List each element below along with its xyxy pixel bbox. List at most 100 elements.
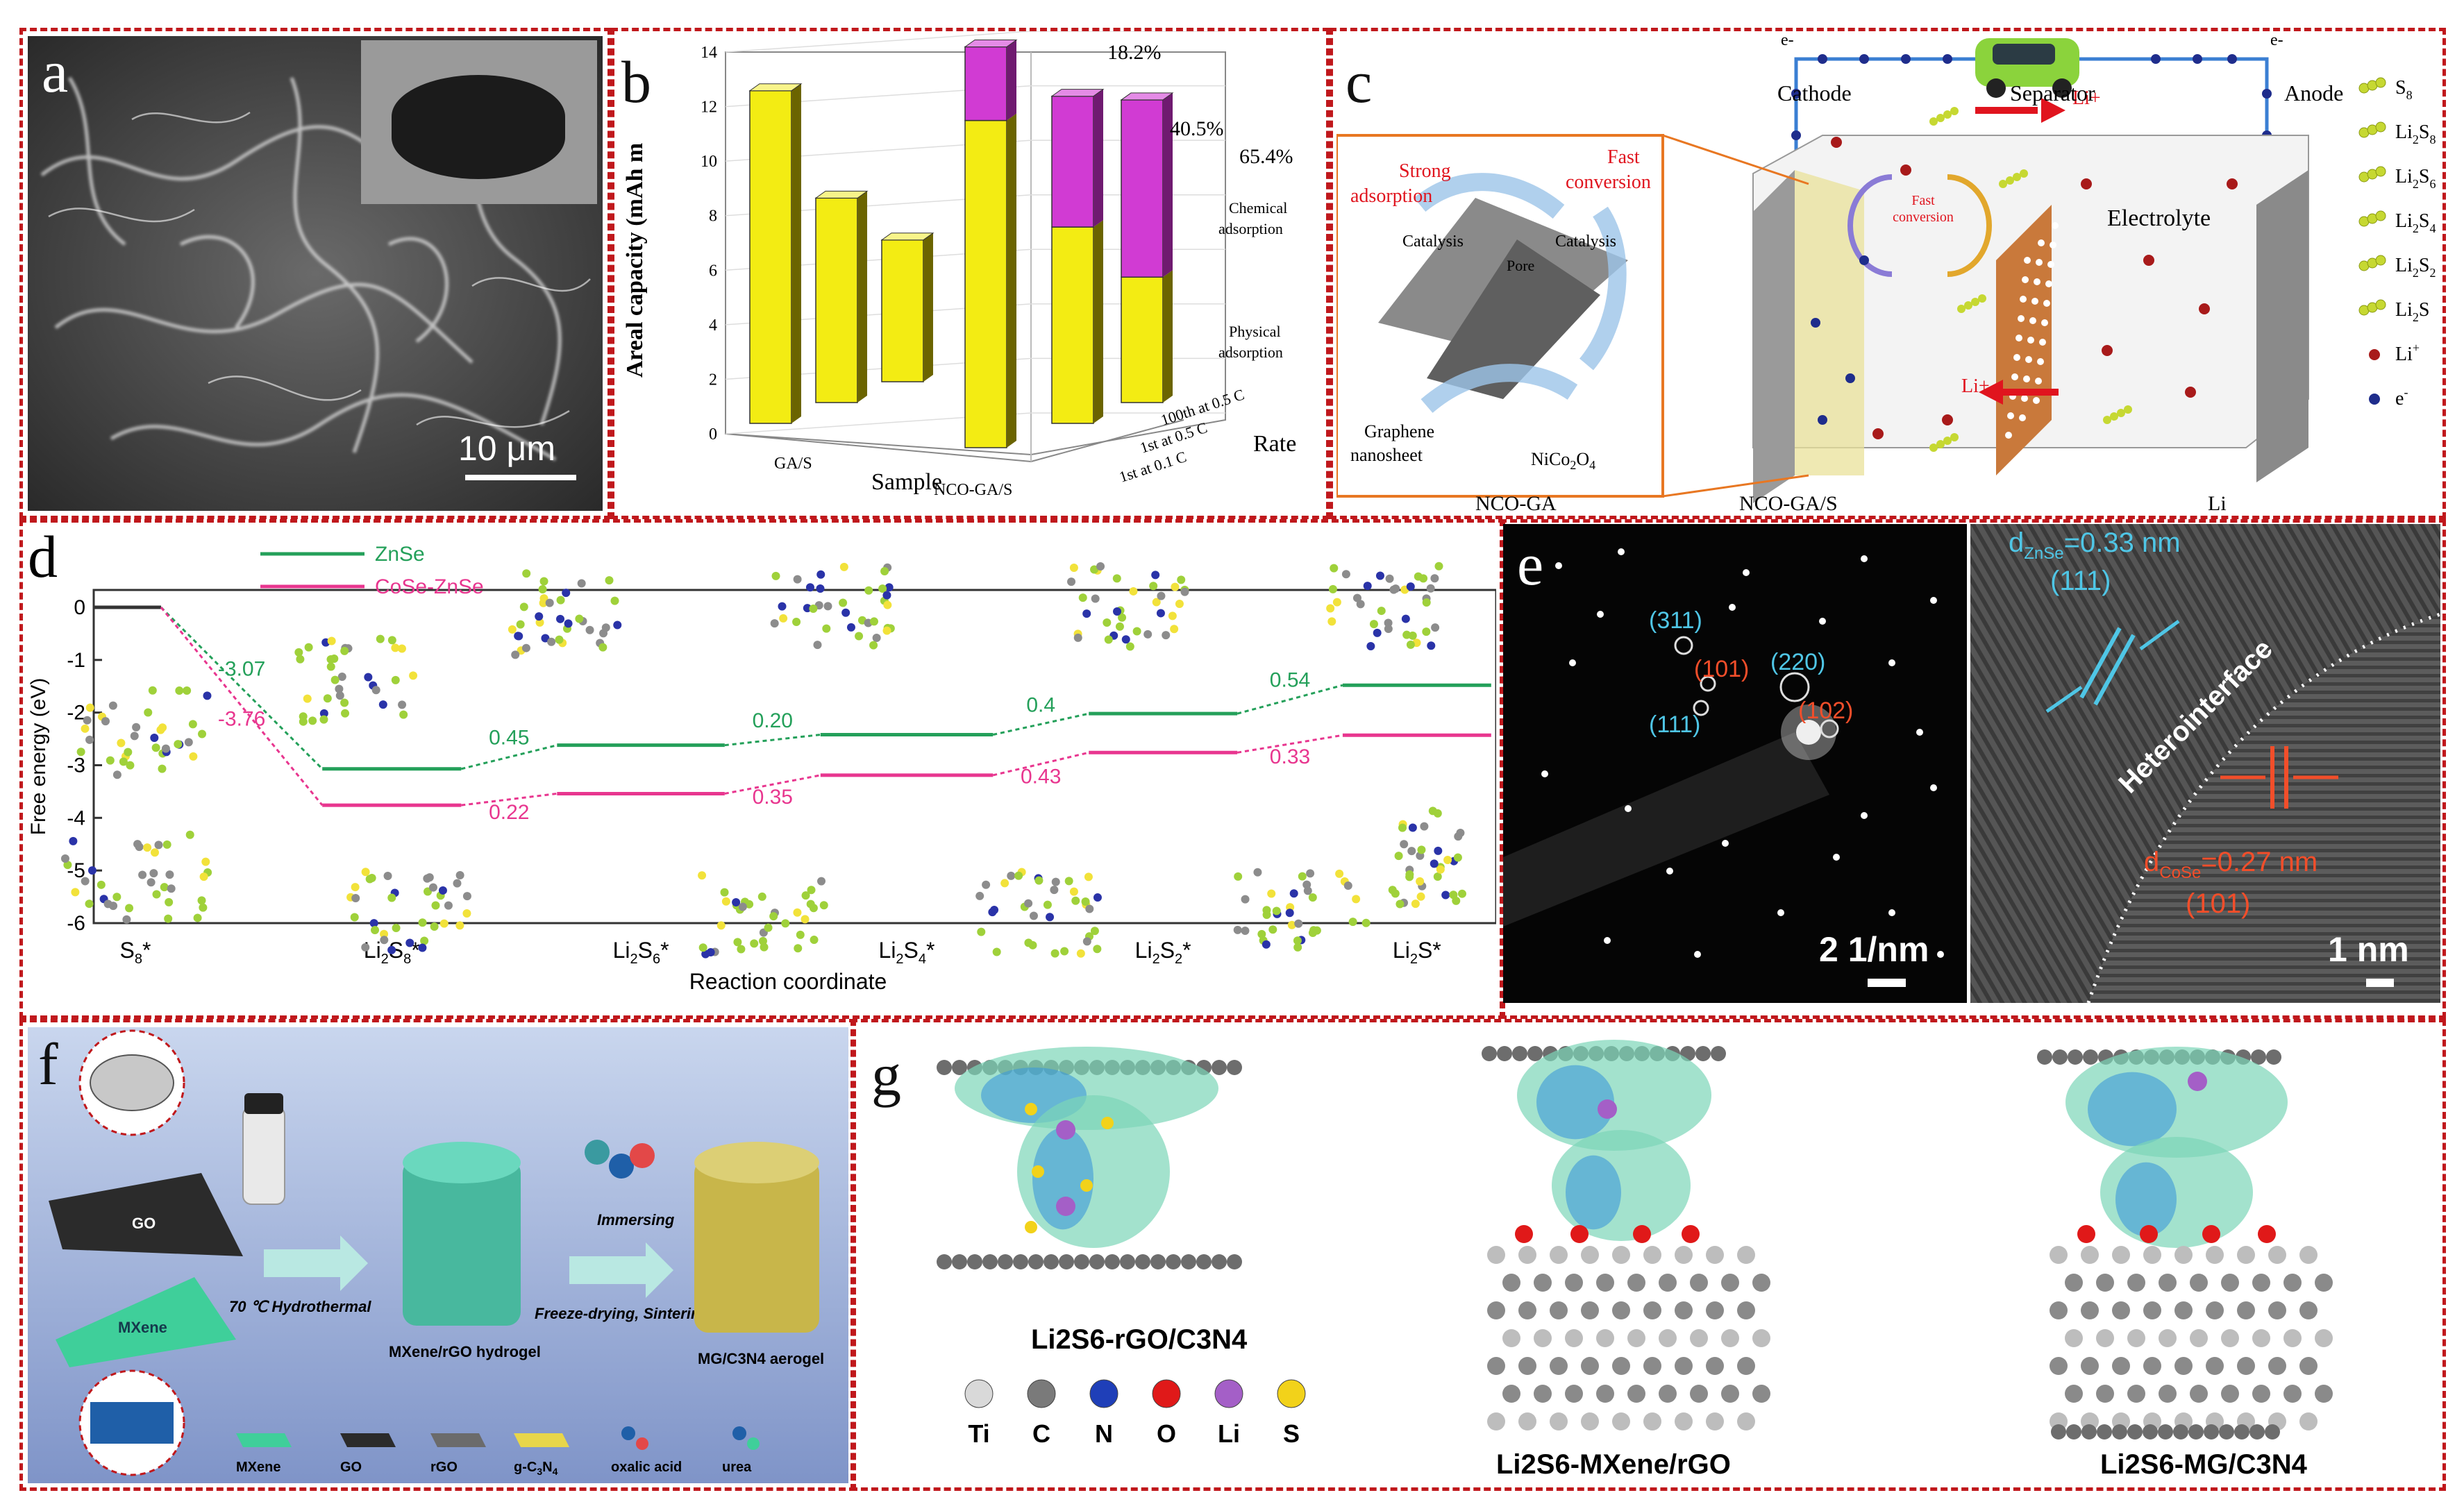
legend-swatch: [2375, 299, 2386, 310]
atom: [1293, 943, 1302, 952]
separator-pore: [2013, 354, 2020, 361]
separator-pore: [2015, 335, 2022, 341]
carbon-atom: [1695, 1046, 1711, 1061]
lattice-atom: [2315, 1329, 2333, 1347]
electron: [1818, 415, 1827, 425]
carbon-atom: [1497, 1046, 1512, 1061]
o-atom: [1515, 1225, 1533, 1243]
atom: [1151, 571, 1160, 580]
bottom-label-li: Li: [2208, 492, 2227, 515]
li-ion: [2081, 178, 2092, 189]
polysulfide: [1943, 437, 1952, 445]
panel-a-label: a: [42, 38, 69, 105]
atom: [378, 700, 387, 709]
atom: [577, 579, 586, 588]
separator-pore: [2024, 257, 2031, 264]
panel-e-label: e: [1517, 531, 1544, 598]
atom: [380, 929, 389, 938]
s-atom: [1025, 1221, 1037, 1233]
atom: [184, 738, 193, 747]
category-label-4: Li2S2*: [1135, 938, 1191, 967]
atom: [1348, 918, 1357, 927]
atom: [720, 888, 729, 897]
atom: [351, 894, 360, 903]
atom: [112, 770, 121, 779]
aerogel-cylinder: [694, 1159, 819, 1333]
legend-swatch: [2375, 77, 2386, 88]
atom: [1396, 900, 1405, 909]
carbon-atom: [1120, 1254, 1135, 1269]
atom: [547, 637, 556, 646]
polysulfide: [1999, 180, 2007, 188]
atom: [69, 836, 78, 845]
lattice-atom: [1690, 1329, 1708, 1347]
atom: [1369, 620, 1378, 629]
atom: [197, 896, 206, 905]
atom: [1406, 640, 1415, 649]
atom: [869, 641, 878, 650]
lattice-atom: [2065, 1274, 2083, 1292]
atom: [138, 870, 147, 879]
atom: [1132, 627, 1141, 636]
atom: [326, 662, 335, 671]
car-icon: [1975, 38, 2079, 98]
legend-swatch: [2375, 210, 2386, 221]
bar-top: [880, 233, 935, 241]
pore-label: Pore: [1507, 257, 1534, 274]
step-label: 0.22: [489, 801, 529, 824]
atom: [1272, 906, 1281, 915]
atom: [514, 632, 523, 641]
atom: [1363, 582, 1372, 591]
atom: [539, 598, 548, 607]
bar-chemical: [1051, 95, 1094, 228]
lattice-atom: [2299, 1357, 2318, 1375]
legend-label-1: GO: [340, 1460, 362, 1475]
legend-label-4: Li2S2: [2395, 255, 2436, 280]
atom: [1326, 604, 1335, 613]
carbon-atom: [1089, 1254, 1105, 1269]
atom: [376, 634, 385, 643]
polysulfide: [1950, 107, 1959, 115]
bar-physical: [964, 119, 1007, 448]
atom: [792, 617, 801, 626]
lattice-atom: [2268, 1301, 2286, 1319]
lattice-atom: [2159, 1385, 2177, 1403]
atom: [319, 715, 328, 724]
atom: [85, 703, 94, 712]
step-label: 0.43: [1021, 766, 1061, 788]
o-atom: [1633, 1225, 1651, 1243]
diffraction-spot: [1597, 611, 1604, 618]
lattice-atom: [2065, 1329, 2083, 1347]
atom: [1434, 562, 1443, 571]
bar-chemical: [964, 46, 1007, 121]
diffraction-spot: [1743, 569, 1750, 576]
go-sheet: [49, 1173, 243, 1256]
atom: [371, 686, 380, 695]
atom: [1430, 574, 1439, 583]
atom: [420, 936, 429, 945]
atom: [418, 918, 427, 927]
atom: [126, 761, 135, 770]
carbon-atom: [1212, 1254, 1227, 1269]
atom: [1426, 584, 1435, 593]
bar-4: [1050, 89, 1105, 424]
lattice-atom: [2299, 1412, 2318, 1430]
atom: [1067, 577, 1076, 586]
legend-swatch: [2375, 255, 2386, 266]
atom: [813, 641, 822, 650]
hrtem-d-bottom: dCoSe=0.27 nm: [2144, 847, 2318, 882]
atom: [758, 936, 767, 945]
panel-d-label: d: [28, 523, 58, 590]
atom-swatch-S: [1277, 1379, 1306, 1408]
atom: [1293, 936, 1302, 945]
carbon-atom: [2081, 1424, 2097, 1440]
lattice-atom: [2206, 1246, 2224, 1264]
saed-101: (101): [1694, 656, 1749, 682]
step-label: 0.33: [1270, 745, 1310, 768]
hydrogel-cylinder: [403, 1159, 521, 1326]
lattice-atom: [1752, 1385, 1770, 1403]
atom: [1103, 618, 1112, 627]
separator: [1996, 205, 2052, 475]
atom: [1341, 570, 1350, 579]
atom: [855, 632, 864, 641]
